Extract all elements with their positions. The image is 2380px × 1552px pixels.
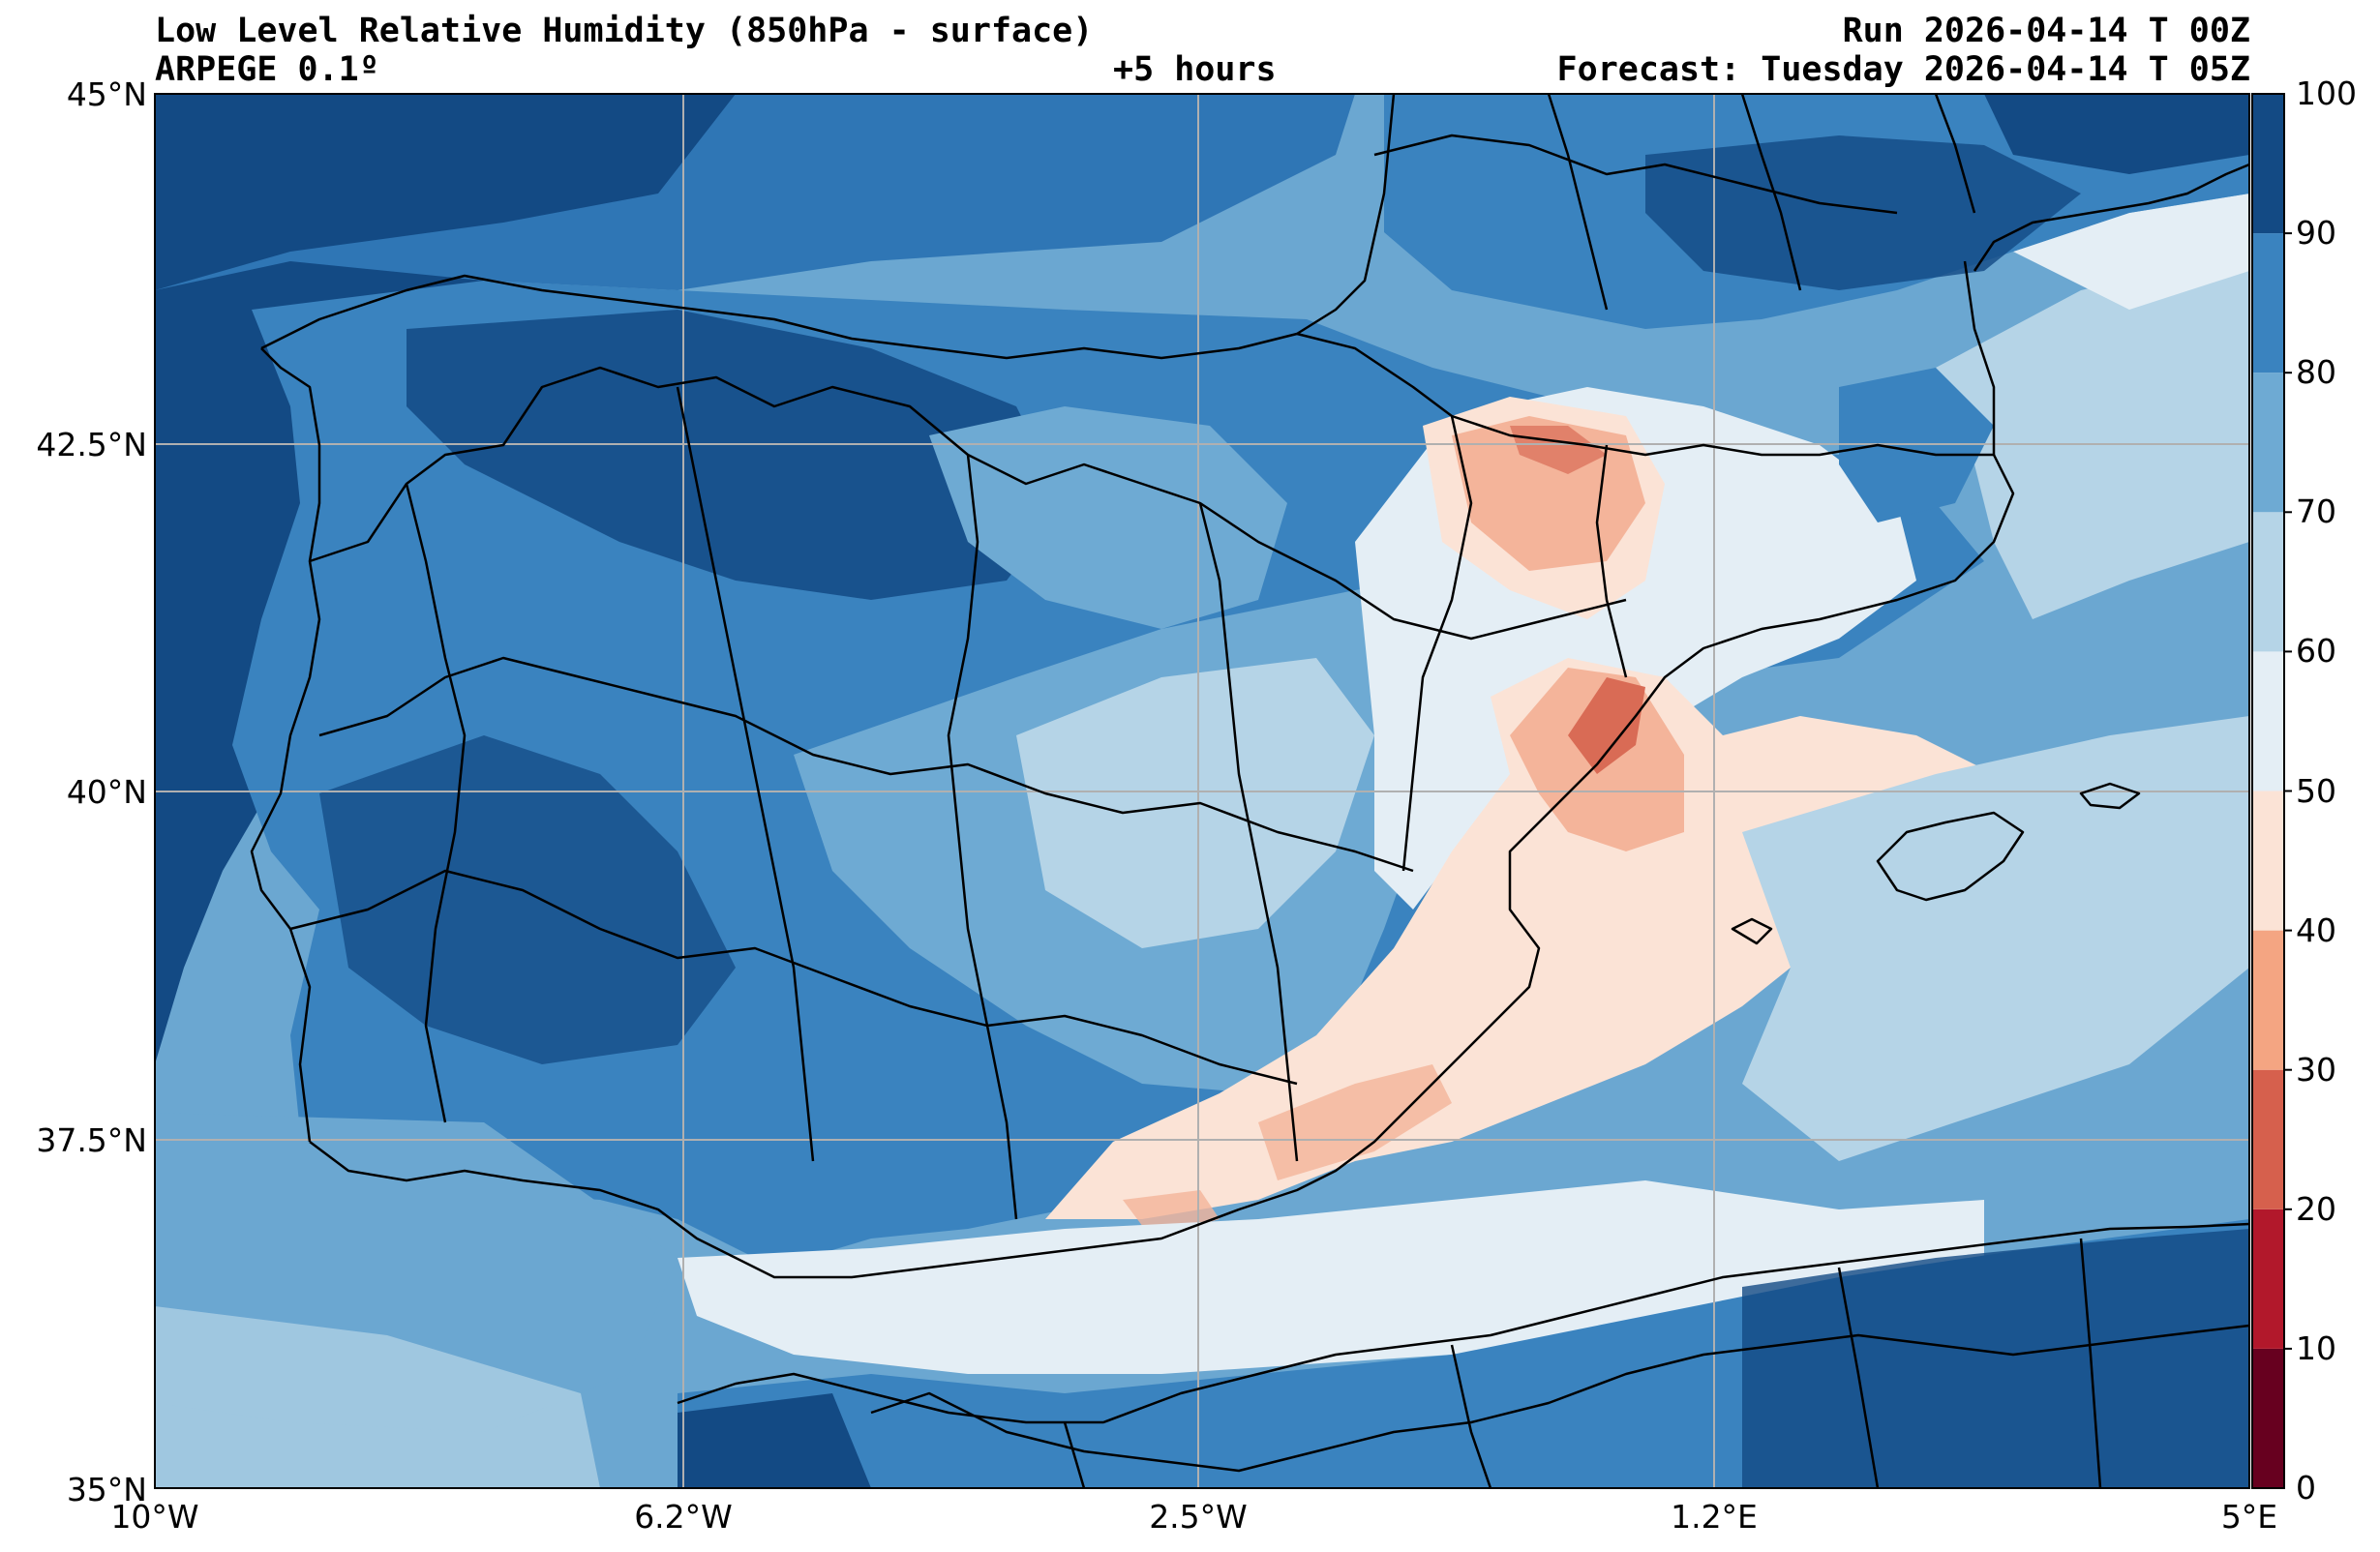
colorbar-label: 60	[2296, 632, 2336, 671]
lat-label-42-5n: 42.5°N	[36, 426, 147, 463]
lat-label-45n: 45°N	[66, 75, 147, 113]
colorbar-segment	[2252, 512, 2284, 652]
colorbar-label: 20	[2296, 1189, 2336, 1228]
colorbar-label: 70	[2296, 492, 2336, 531]
lead-time-label: +5 hours	[1113, 50, 1277, 89]
forecast-label: Forecast: Tuesday 2026-04-14 T 05Z	[1556, 50, 2250, 89]
colorbar-segment	[2252, 1069, 2284, 1209]
colorbar-label: 40	[2296, 910, 2336, 949]
colorbar-segment	[2252, 651, 2284, 791]
run-label: Run 2026-04-14 T 00Z	[1842, 12, 2250, 50]
colorbar-segment	[2252, 930, 2284, 1070]
colorbar-label: 0	[2296, 1469, 2316, 1507]
colorbar-label: 30	[2296, 1050, 2336, 1089]
graticule	[155, 94, 2249, 1488]
model-label: ARPEGE 0.1º	[155, 50, 379, 89]
colorbar-segment	[2252, 94, 2284, 234]
lon-label-5e: 5°E	[2220, 1498, 2278, 1536]
map-title: Low Level Relative Humidity (850hPa - su…	[155, 12, 1094, 50]
coastlines	[250, 94, 2249, 1488]
lon-label-2-5w: 2.5°W	[1149, 1498, 1248, 1536]
lon-label-6-2w: 6.2°W	[634, 1498, 733, 1536]
map-frame-border	[154, 93, 2250, 1489]
lon-label-10w: 10°W	[110, 1498, 199, 1536]
lat-label-37-5n: 37.5°N	[36, 1121, 147, 1159]
colorbar-label: 100	[2296, 75, 2357, 112]
colorbar-label: 80	[2296, 353, 2336, 392]
colorbar-label: 50	[2296, 771, 2336, 810]
colorbar-segment	[2252, 233, 2284, 373]
colorbar-segment	[2252, 373, 2284, 513]
colorbar	[2251, 93, 2292, 1489]
colorbar-label: 10	[2296, 1328, 2336, 1367]
colorbar-segment	[2252, 1348, 2284, 1488]
colorbar-label: 90	[2296, 214, 2336, 253]
lon-label-1-2e: 1.2°E	[1671, 1498, 1758, 1536]
lat-label-40n: 40°N	[66, 773, 147, 811]
lat-label-35n: 35°N	[66, 1471, 147, 1508]
colorbar-segment	[2252, 791, 2284, 931]
colorbar-segment	[2252, 1209, 2284, 1349]
